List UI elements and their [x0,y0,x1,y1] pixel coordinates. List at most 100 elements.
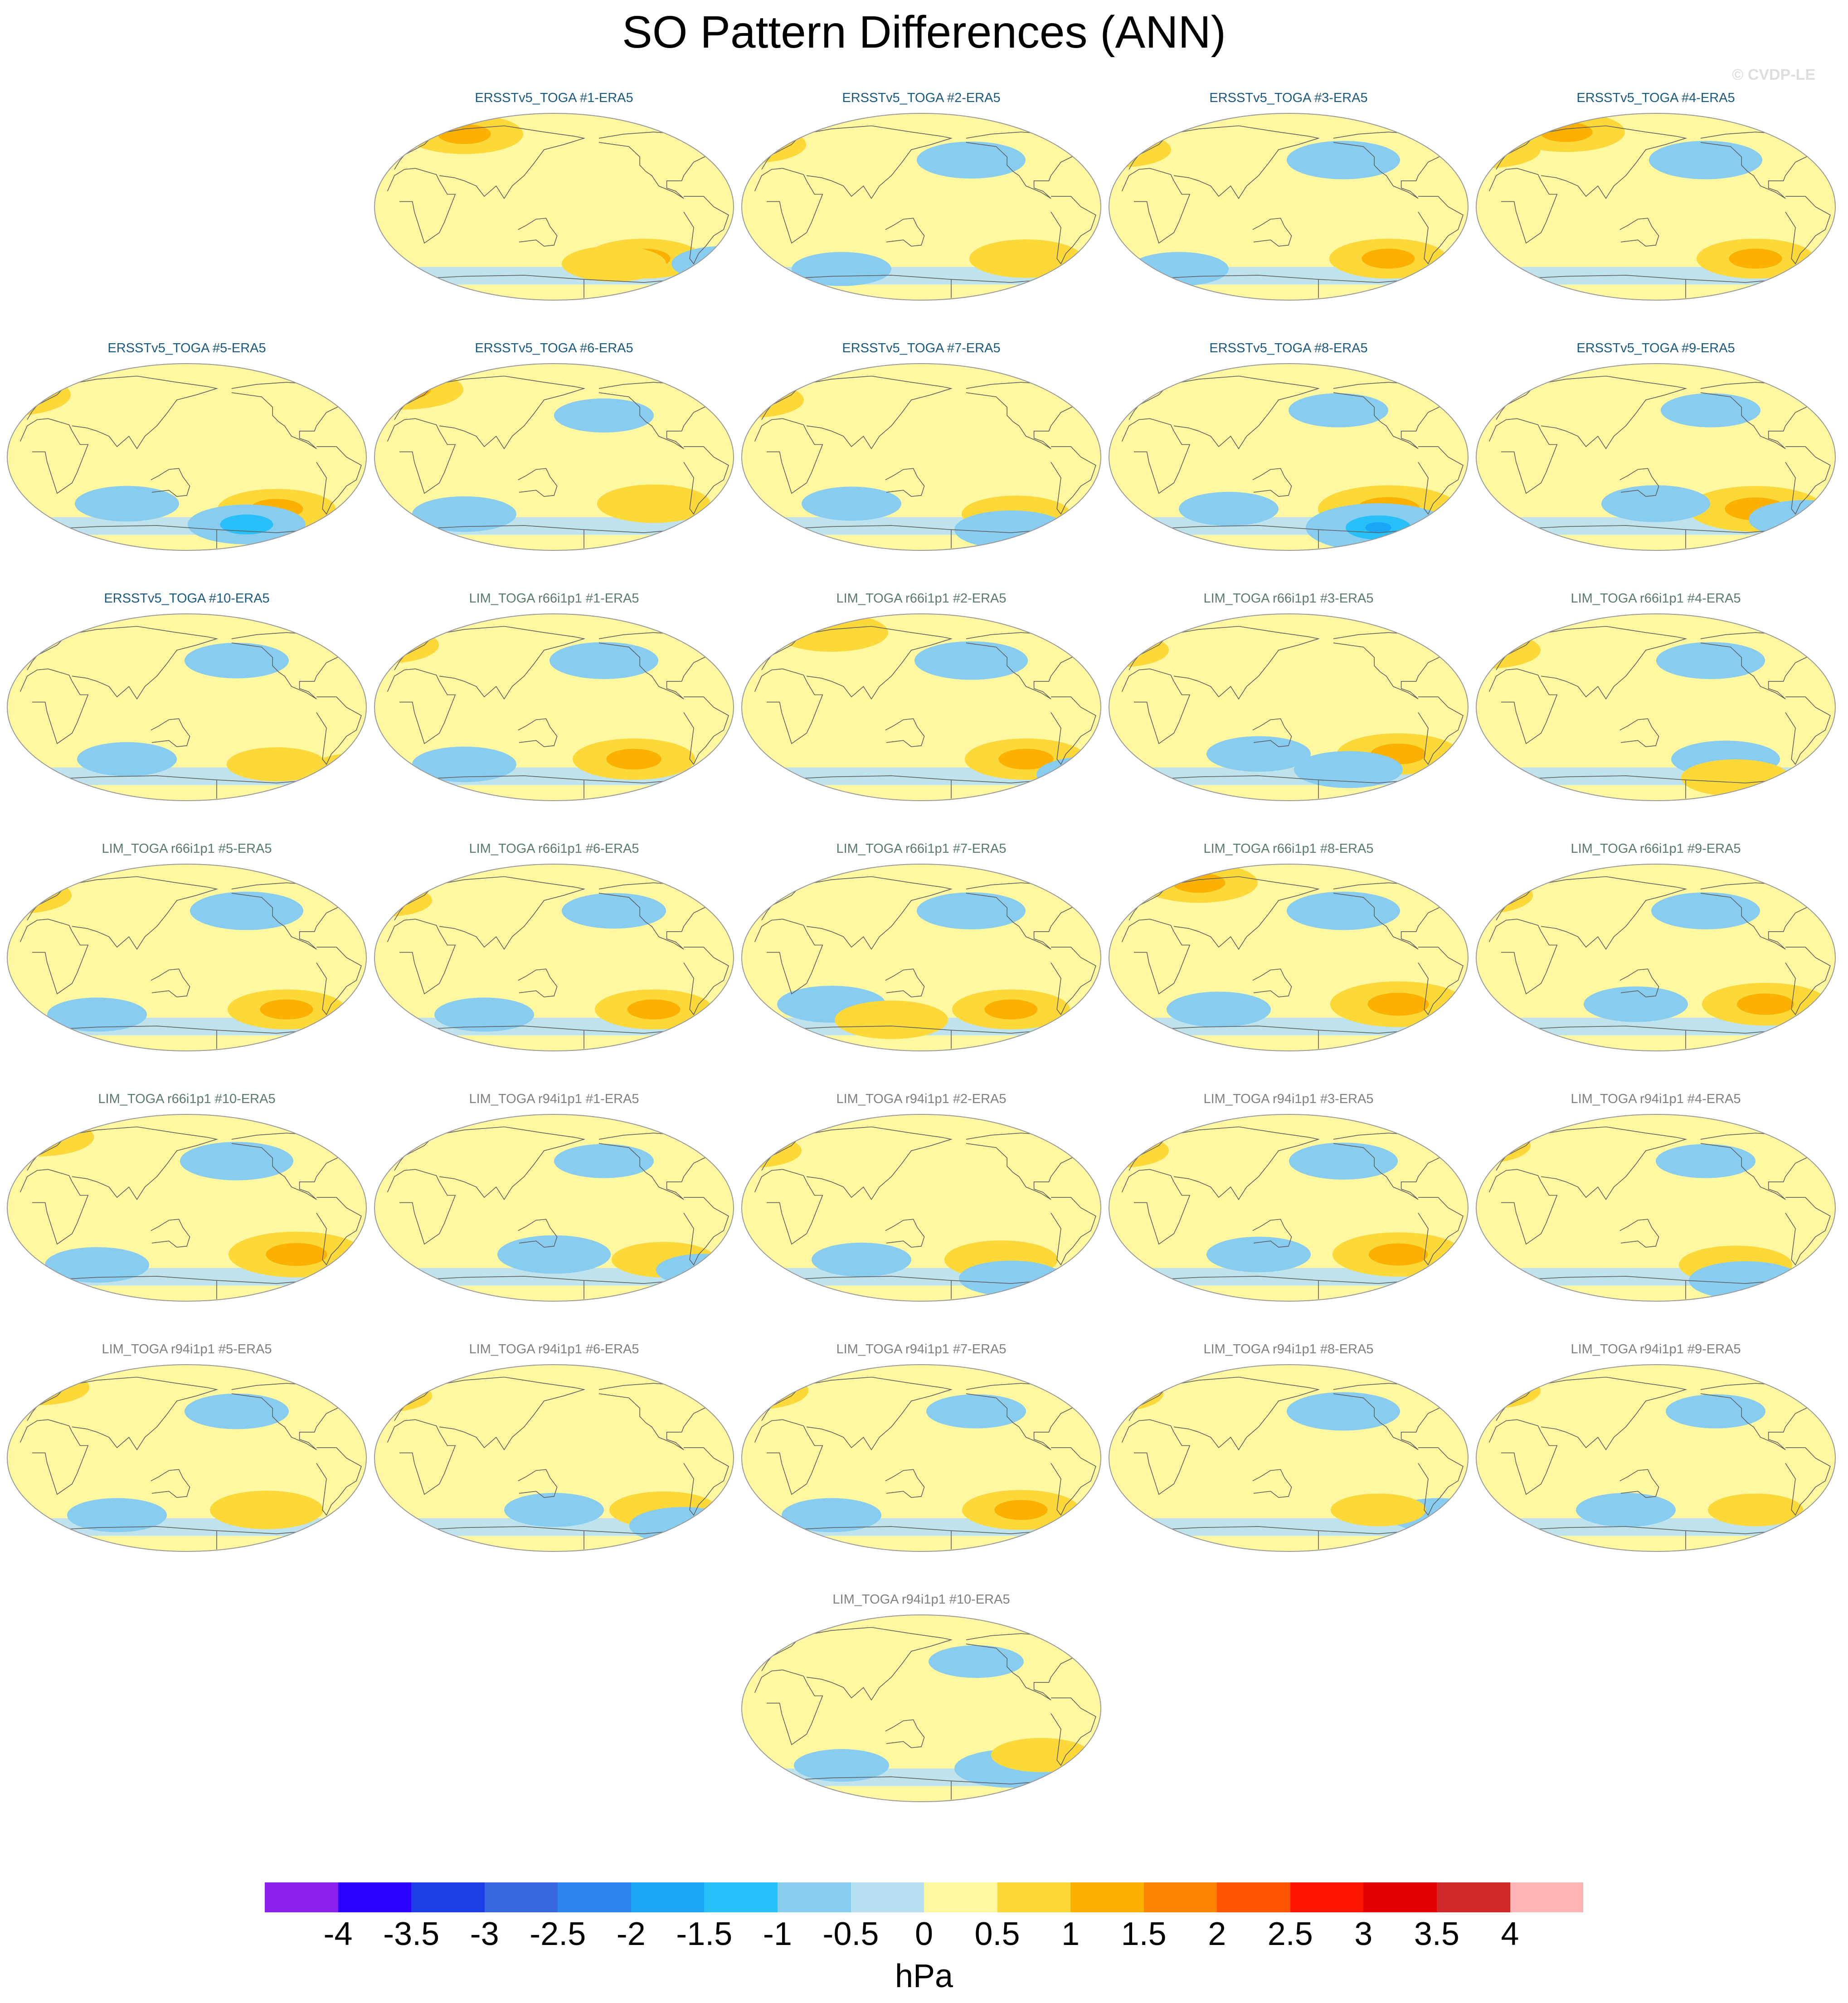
field-anomaly [775,614,888,652]
coastline [683,196,729,265]
coastline [761,125,953,199]
map-panel: LIM_TOGA r66i1p1 #2-ERA5 [740,591,1103,827]
field-anomaly [210,1491,323,1529]
coastline [761,626,953,700]
globe-outline [1109,864,1469,1051]
field-anomaly [1661,393,1760,428]
globe-outline [1476,613,1836,801]
colorbar-tick-label: 0 [914,1916,934,1952]
globe-map [374,113,734,301]
coastline [1050,1697,1096,1766]
coastline [1619,718,1659,747]
panel-title: LIM_TOGA r66i1p1 #6-ERA5 [469,841,639,856]
map-panel: ERSSTv5_TOGA #7-ERA5 [740,341,1103,577]
coastline [27,626,219,700]
field-anomaly [954,510,1068,549]
coastline [754,668,823,744]
globe-map [1476,113,1836,301]
field-anomaly [794,1749,889,1782]
coastline [27,1126,219,1201]
colorbar-tick-label: -4 [323,1916,353,1952]
coastline [151,968,190,997]
map-panel: ERSSTv5_TOGA #9-ERA5 [1474,341,1837,577]
colorbar-swatch [631,1882,705,1912]
field-anomaly [1167,992,1271,1027]
panel-title: LIM_TOGA r94i1p1 #10-ERA5 [832,1592,1010,1607]
coastline [1121,168,1191,244]
field-anomaly [77,742,177,777]
coastline [1252,218,1292,247]
colorbar-units: hPa [895,1958,953,1994]
panel-title: LIM_TOGA r94i1p1 #2-ERA5 [836,1092,1007,1106]
coastline [1488,668,1558,744]
field-anomaly [926,1394,1026,1429]
globe-map [1109,113,1469,301]
coastline [387,1419,456,1495]
field-anomaly [75,486,179,522]
coastline [683,947,729,1016]
colorbar-tick-label: -3.5 [383,1916,440,1952]
panel-title: ERSSTv5_TOGA #5-ERA5 [107,341,266,355]
panel-title: LIM_TOGA r94i1p1 #4-ERA5 [1571,1092,1741,1106]
field-anomaly [1287,141,1400,180]
globe-outline [1476,864,1836,1051]
field-anomaly [190,891,303,930]
panel-title: LIM_TOGA r66i1p1 #4-ERA5 [1571,591,1741,606]
colorbar-swatch [338,1882,412,1912]
coastline [1619,1219,1659,1248]
panel-title: ERSSTv5_TOGA #3-ERA5 [1209,91,1368,105]
coastline [1488,1419,1558,1495]
panel-title: LIM_TOGA r94i1p1 #3-ERA5 [1203,1092,1374,1106]
field-anomaly [497,1235,611,1274]
coastline [1488,418,1558,494]
globe-map [1109,864,1469,1051]
colorbar-swatch [1437,1882,1510,1912]
field-anomaly [1331,1493,1426,1527]
field-anomaly-core [994,1500,1048,1520]
field-anomaly-core [998,749,1054,770]
coastline [1496,626,1688,700]
field-anomaly [1649,141,1762,180]
colorbar-tick-label: -2 [616,1916,646,1952]
field-anomaly [412,746,516,783]
colorbar-swatch [558,1882,631,1912]
map-panel: ERSSTv5_TOGA #6-ERA5 [373,341,735,577]
globe-outline [1476,363,1836,551]
field-anomaly [554,1144,654,1178]
globe-map [1476,613,1836,801]
panel-title: LIM_TOGA r94i1p1 #9-ERA5 [1571,1342,1741,1356]
field-anomaly [1179,491,1279,526]
map-panel: LIM_TOGA r94i1p1 #2-ERA5 [740,1092,1103,1327]
field-anomaly-core [1729,248,1782,269]
colorbar-tick-label: 3.5 [1414,1916,1459,1952]
colorbar-tick-label: -0.5 [822,1916,879,1952]
coastline [387,919,456,995]
map-panel: ERSSTv5_TOGA #8-ERA5 [1107,341,1470,577]
field-anomaly [991,1738,1091,1772]
coastline [885,1469,925,1498]
globe-outline [741,1614,1101,1802]
panel-title: LIM_TOGA r94i1p1 #6-ERA5 [469,1342,639,1356]
coastline [1418,196,1464,265]
coastline [19,1419,89,1495]
coastline [754,1669,823,1745]
field-anomaly [562,246,666,282]
coastline [1785,947,1831,1016]
map-panel: LIM_TOGA r94i1p1 #8-ERA5 [1107,1342,1470,1578]
field-anomaly [45,1247,149,1283]
field-anomaly [67,1498,167,1532]
coastline [316,446,362,515]
globe-outline [7,864,367,1051]
panel-title: ERSSTv5_TOGA #10-ERA5 [104,591,270,606]
coastline [151,1219,190,1248]
coastline [1252,968,1292,997]
field-anomaly [227,747,326,782]
chart-title: SO Pattern Differences (ANN) [622,7,1226,58]
coastline [1252,1469,1292,1498]
field-anomaly-core [378,379,431,400]
coastline [1050,446,1096,515]
coastline [518,1469,558,1498]
colorbar-swatch [704,1882,778,1912]
coastline [1128,1376,1320,1451]
coastline [761,1126,953,1201]
